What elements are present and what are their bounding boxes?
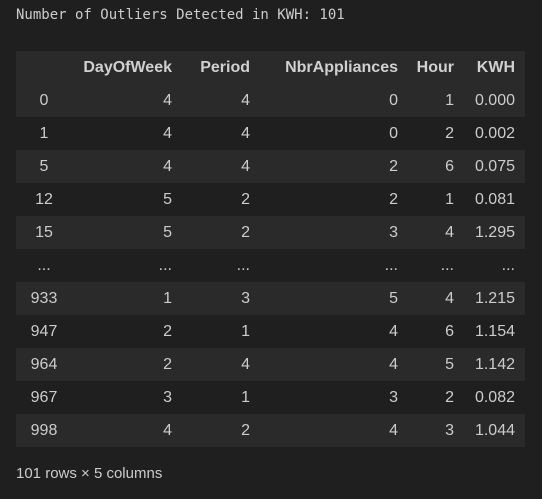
table-cell: 2 — [408, 381, 464, 414]
table-cell: ... — [408, 249, 464, 282]
table-cell: 0.000 — [464, 84, 525, 117]
table-row: 0 4 4 0 1 0.000 — [16, 84, 525, 117]
table-row: 12 5 2 2 1 0.081 — [16, 183, 525, 216]
table-row: 967 3 1 3 2 0.082 — [16, 381, 525, 414]
table-cell: 1.295 — [464, 216, 525, 249]
table-cell: 4 — [72, 414, 182, 447]
table-cell: 2 — [182, 183, 260, 216]
table-cell: 5 — [72, 216, 182, 249]
table-cell: 2 — [260, 150, 408, 183]
row-index: 933 — [16, 282, 72, 315]
table-cell: 0.075 — [464, 150, 525, 183]
table-cell: 0 — [260, 84, 408, 117]
row-index: 5 — [16, 150, 72, 183]
table-cell: 5 — [260, 282, 408, 315]
table-cell: 1.044 — [464, 414, 525, 447]
table-cell: 2 — [260, 183, 408, 216]
table-cell: 0 — [260, 117, 408, 150]
table-cell: 3 — [182, 282, 260, 315]
table-cell: ... — [464, 249, 525, 282]
table-cell: ... — [72, 249, 182, 282]
table-cell: 3 — [72, 381, 182, 414]
table-cell: 6 — [408, 150, 464, 183]
table-cell: 4 — [72, 150, 182, 183]
table-cell: 1.142 — [464, 348, 525, 381]
table-cell: 4 — [182, 150, 260, 183]
table-cell: 1.154 — [464, 315, 525, 348]
table-cell: 1.215 — [464, 282, 525, 315]
row-index: 947 — [16, 315, 72, 348]
table-cell: 0.002 — [464, 117, 525, 150]
table-cell: 5 — [408, 348, 464, 381]
table-header-row: DayOfWeek Period NbrAppliances Hour KWH — [16, 51, 525, 84]
row-index: 0 — [16, 84, 72, 117]
row-index: 15 — [16, 216, 72, 249]
table-cell: ... — [260, 249, 408, 282]
row-index: 12 — [16, 183, 72, 216]
column-header: DayOfWeek — [72, 51, 182, 84]
table-cell: 0.081 — [464, 183, 525, 216]
table-row: 5 4 4 2 6 0.075 — [16, 150, 525, 183]
table-cell: 1 — [72, 282, 182, 315]
stdout-text: Number of Outliers Detected in KWH: 101 — [16, 7, 345, 23]
row-index: ... — [16, 249, 72, 282]
dataframe-shape: 101 rows × 5 columns — [16, 465, 163, 482]
table-row: 947 2 1 4 6 1.154 — [16, 315, 525, 348]
table-cell: 1 — [408, 84, 464, 117]
table-cell: 2 — [72, 348, 182, 381]
table-cell: 4 — [182, 117, 260, 150]
table-cell: 4 — [182, 348, 260, 381]
table-row: 1 4 4 0 2 0.002 — [16, 117, 525, 150]
table-cell: 1 — [182, 315, 260, 348]
row-index: 998 — [16, 414, 72, 447]
table-cell: 4 — [260, 348, 408, 381]
column-header: NbrAppliances — [260, 51, 408, 84]
table-cell: 5 — [72, 183, 182, 216]
dataframe-output: DayOfWeek Period NbrAppliances Hour KWH … — [16, 51, 525, 447]
column-header: Period — [182, 51, 260, 84]
table-row: 998 4 2 4 3 1.044 — [16, 414, 525, 447]
table-cell: 2 — [408, 117, 464, 150]
table-cell: 4 — [408, 282, 464, 315]
row-index: 967 — [16, 381, 72, 414]
table-cell: 1 — [182, 381, 260, 414]
table-cell: 4 — [182, 84, 260, 117]
table-row: 964 2 4 4 5 1.142 — [16, 348, 525, 381]
table-cell: 3 — [408, 414, 464, 447]
dataframe-table: DayOfWeek Period NbrAppliances Hour KWH … — [16, 51, 525, 447]
table-cell: 3 — [260, 381, 408, 414]
table-cell: 4 — [408, 216, 464, 249]
table-cell: 4 — [260, 414, 408, 447]
column-header: KWH — [464, 51, 525, 84]
table-cell: 4 — [260, 315, 408, 348]
table-cell: 6 — [408, 315, 464, 348]
row-index: 964 — [16, 348, 72, 381]
table-cell: 3 — [260, 216, 408, 249]
table-row: .................. — [16, 249, 525, 282]
table-row: 933 1 3 5 4 1.215 — [16, 282, 525, 315]
table-cell: 1 — [408, 183, 464, 216]
table-cell: 2 — [182, 216, 260, 249]
row-index: 1 — [16, 117, 72, 150]
table-cell: 2 — [72, 315, 182, 348]
table-cell: 4 — [72, 84, 182, 117]
table-row: 15 5 2 3 4 1.295 — [16, 216, 525, 249]
table-cell: 2 — [182, 414, 260, 447]
column-header: Hour — [408, 51, 464, 84]
table-cell: 0.082 — [464, 381, 525, 414]
table-cell: ... — [182, 249, 260, 282]
table-cell: 4 — [72, 117, 182, 150]
index-header — [16, 51, 72, 84]
